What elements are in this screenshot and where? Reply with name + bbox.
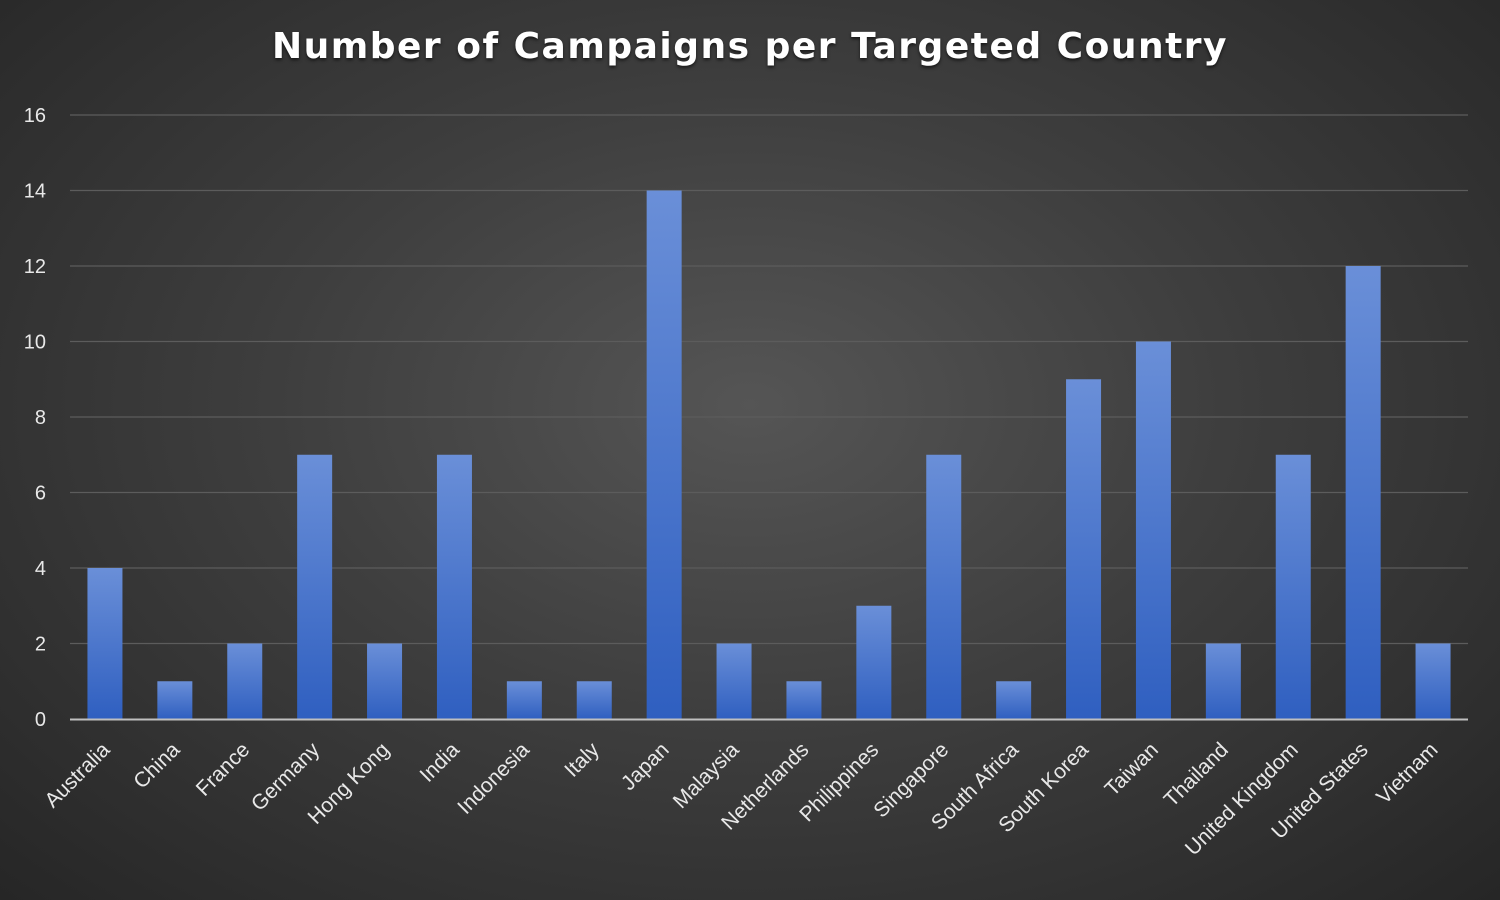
x-tick-label: Indonesia: [453, 738, 534, 819]
bar-indonesia: [506, 681, 542, 719]
y-tick-label: 4: [35, 558, 46, 580]
bar-vietnam: [1415, 643, 1451, 719]
x-tick-label: Thailand: [1160, 738, 1233, 811]
x-tick-label: Vietnam: [1372, 738, 1442, 808]
bar-australia: [87, 568, 123, 719]
bar-hong-kong: [367, 643, 403, 719]
x-tick-label: China: [129, 738, 184, 793]
y-tick-label: 16: [24, 105, 46, 127]
y-axis-ticks: 0 2 4 6 8 10 12 14 16: [24, 105, 46, 731]
x-tick-label: Australia: [40, 738, 114, 812]
x-tick-label: India: [416, 738, 465, 787]
bar-united-states: [1345, 266, 1381, 719]
y-tick-label: 0: [35, 709, 46, 731]
bar-italy: [576, 681, 612, 719]
x-tick-label: Taiwan: [1100, 738, 1162, 800]
bar-france: [227, 643, 263, 719]
bar-netherlands: [786, 681, 822, 719]
x-tick-label: France: [192, 738, 254, 800]
y-tick-label: 8: [35, 407, 46, 429]
x-tick-label: Italy: [560, 738, 604, 782]
gridlines: [70, 114, 1468, 645]
x-tick-label: Japan: [617, 738, 674, 795]
bar-philippines: [856, 605, 892, 719]
bar-south-korea: [1066, 379, 1102, 719]
bar-malaysia: [716, 643, 752, 719]
y-tick-label: 12: [24, 256, 46, 278]
y-tick-label: 6: [35, 483, 46, 505]
y-tick-label: 14: [24, 181, 46, 203]
bar-germany: [297, 454, 333, 719]
bar-india: [436, 454, 472, 719]
bar-taiwan: [1135, 341, 1171, 719]
y-tick-label: 2: [35, 634, 46, 656]
bar-singapore: [926, 454, 962, 719]
bar-china: [157, 681, 193, 719]
bar-united-kingdom: [1275, 454, 1311, 719]
bar-japan: [646, 190, 682, 719]
y-tick-label: 10: [24, 332, 46, 354]
bar-thailand: [1205, 643, 1241, 719]
chart-title: Number of Campaigns per Targeted Country: [271, 26, 1229, 67]
bar-south-africa: [996, 681, 1032, 719]
bars: [87, 190, 1451, 719]
